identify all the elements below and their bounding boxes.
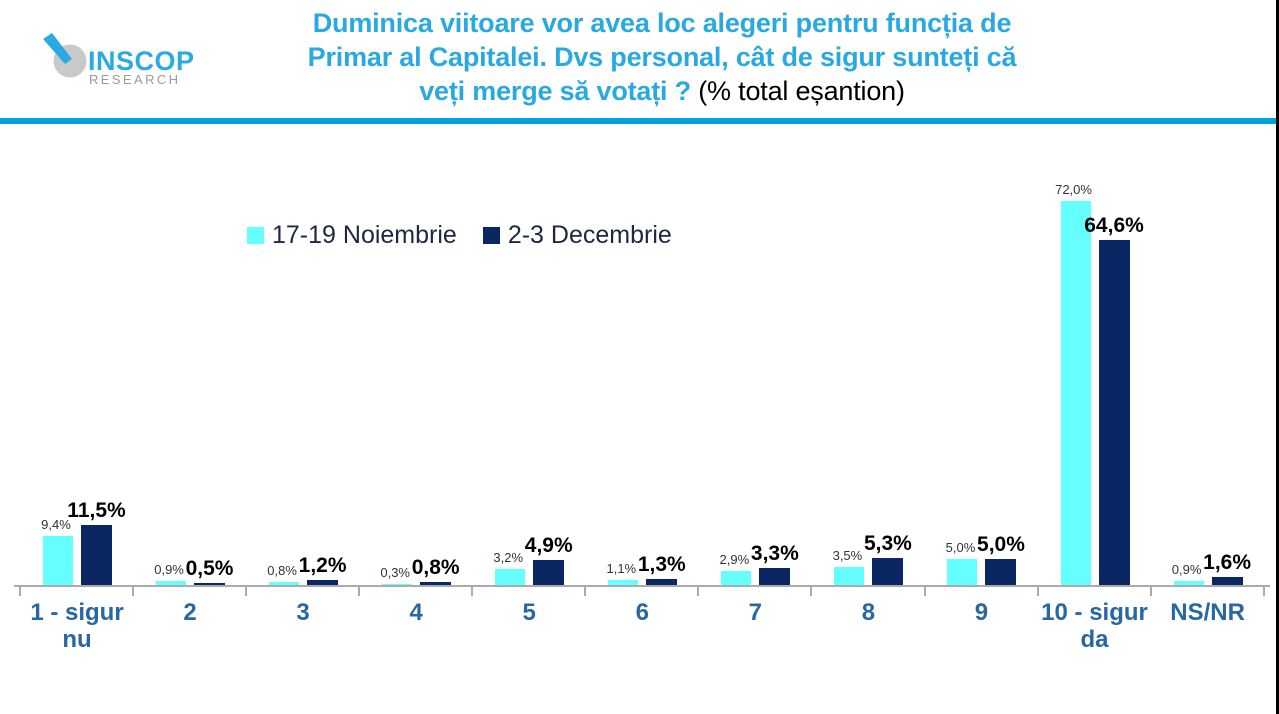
title-line1: Duminica viitoare vor avea loc alegeri p…	[312, 8, 1012, 38]
data-label-series2-cat4: 0,8%	[411, 555, 460, 579]
category-label-6: 6	[635, 599, 649, 626]
bar-series2-cat3	[307, 579, 339, 586]
category-label-1: 1 - sigur nu	[30, 599, 124, 653]
chart-title: Duminica viitoare vor avea loc alegeri p…	[262, 6, 1062, 108]
legend-swatch-icon	[247, 227, 264, 244]
data-label-series2-cat9: 5,0%	[977, 533, 1025, 557]
data-label-series1-cat6: 1,1%	[606, 561, 637, 577]
bar-series2-cat1	[81, 524, 112, 586]
data-label-series2-cat1: 11,5%	[67, 498, 126, 522]
data-label-series1-cat7: 2,9%	[719, 551, 750, 567]
bar-series1-cat11	[1173, 581, 1204, 586]
x-axis-tick	[19, 587, 21, 596]
clock-needle-icon	[43, 33, 72, 64]
data-label-series1-cat2: 0,9%	[154, 562, 184, 578]
x-axis-tick	[471, 587, 474, 596]
data-label-series1-cat9: 5,0%	[945, 540, 976, 556]
category-label-2: 2	[183, 599, 197, 626]
category-label-10: 10 - sigur da	[1041, 599, 1148, 653]
x-axis-tick	[245, 587, 248, 596]
data-label-series2-cat5: 4,9%	[524, 533, 573, 557]
data-label-series1-cat3: 0,8%	[267, 562, 297, 578]
bar-series2-cat9	[985, 559, 1017, 586]
bar-series1-cat10	[1060, 200, 1091, 586]
data-label-series1-cat10: 72,0%	[1055, 181, 1092, 197]
data-label-series2-cat8: 5,3%	[863, 531, 912, 555]
category-label-9: 9	[974, 599, 989, 626]
title-line3-highlight: veți merge să votați ?	[419, 76, 691, 106]
chart-legend: 17-19 Noiembrie 2-3 Decembrie	[247, 221, 672, 250]
bar-series1-cat3	[269, 581, 300, 586]
data-label-series2-cat3: 1,2%	[298, 553, 347, 577]
x-axis-tick	[584, 587, 587, 596]
inscop-logo-icon: INSCOP RESEARCH	[43, 33, 195, 87]
bar-series1-cat8	[834, 567, 865, 586]
x-axis-tick	[1149, 587, 1152, 596]
legend-swatch-icon	[482, 227, 500, 244]
bar-series2-cat10	[1098, 240, 1130, 586]
x-axis-tick	[923, 587, 926, 596]
slide-right-border	[1276, 0, 1279, 714]
bar-series1-cat6	[608, 580, 639, 586]
legend-item-1: 17-19 Noiembrie	[247, 221, 457, 250]
inscop-logo: INSCOP RESEARCH	[42, 30, 242, 90]
data-label-series2-cat7: 3,3%	[750, 542, 799, 566]
bar-series2-cat11	[1211, 577, 1243, 586]
category-label-4: 4	[409, 599, 423, 626]
bar-series1-cat1	[43, 535, 73, 586]
legend-label: 17-19 Noiembrie	[272, 221, 457, 249]
data-label-series1-cat5: 3,2%	[493, 549, 524, 565]
bar-series1-cat5	[495, 568, 526, 586]
title-divider-line	[0, 118, 1279, 124]
data-label-series1-cat11: 0,9%	[1171, 562, 1202, 578]
data-label-series2-cat6: 1,3%	[637, 553, 686, 576]
data-label-series1-cat4: 0,3%	[380, 565, 410, 581]
bar-series2-cat8	[872, 557, 904, 586]
bar-series2-cat2	[194, 583, 226, 586]
bar-series2-cat7	[759, 568, 791, 586]
x-axis-tick	[697, 587, 700, 596]
data-label-series1-cat8: 3,5%	[832, 548, 863, 564]
data-label-series2-cat10: 64,6%	[1084, 214, 1144, 238]
x-axis-tick	[358, 587, 361, 596]
legend-item-2: 2-3 Decembrie	[482, 221, 672, 250]
x-axis-tick	[132, 587, 135, 596]
bar-series1-cat2	[156, 581, 187, 586]
x-axis-tick	[1262, 587, 1265, 596]
x-axis-tick	[810, 587, 813, 596]
x-axis-line	[14, 585, 1270, 587]
category-label-5: 5	[522, 599, 536, 626]
legend-label: 2-3 Decembrie	[507, 221, 672, 249]
data-label-series2-cat11: 1,6%	[1203, 551, 1252, 575]
logo-name: INSCOP	[88, 46, 195, 76]
category-label-3: 3	[296, 599, 310, 626]
data-label-series1-cat1: 9,4%	[41, 516, 71, 532]
bar-series2-cat5	[533, 559, 565, 586]
logo-subtitle: RESEARCH	[89, 72, 180, 87]
data-label-series2-cat2: 0,5%	[185, 557, 234, 581]
x-axis-tick	[1036, 587, 1039, 596]
title-line3-plain: (% total eșantion)	[690, 76, 905, 106]
bar-series1-cat7	[721, 570, 752, 586]
title-line2: Primar al Capitalei. Dvs personal, cât d…	[307, 42, 1017, 72]
category-label-7: 7	[748, 599, 763, 626]
category-label-11: NS/NR	[1170, 599, 1245, 626]
category-label-8: 8	[861, 599, 876, 626]
bar-series1-cat9	[947, 559, 978, 586]
bar-series2-cat4	[420, 581, 452, 586]
bar-series2-cat6	[646, 579, 678, 586]
